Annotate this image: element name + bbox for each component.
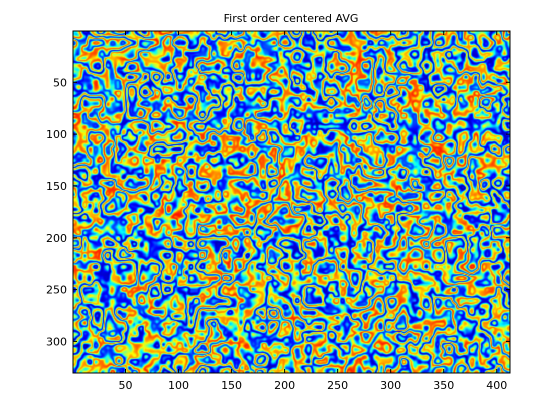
y-tick-label: 50 [53, 76, 67, 89]
y-tick-label: 200 [46, 232, 67, 245]
heatmap-image-container [73, 31, 510, 373]
x-tick-label: 100 [168, 379, 189, 392]
y-axis: 50 100 150 200 250 300 [46, 76, 510, 348]
x-tick-label: 400 [486, 379, 507, 392]
y-tick-label: 300 [46, 335, 67, 348]
x-tick-label: 150 [221, 379, 242, 392]
chart-title: First order centered AVG [224, 12, 359, 25]
x-tick-label: 300 [380, 379, 401, 392]
heatmap-plot [73, 31, 510, 373]
x-axis: 50 100 150 200 250 300 350 400 [119, 31, 507, 392]
heatmap-image [73, 31, 510, 373]
x-tick-label: 200 [274, 379, 295, 392]
y-tick-label: 100 [46, 128, 67, 141]
axes-frame [72, 30, 511, 374]
x-tick-label: 350 [433, 379, 454, 392]
y-tick-label: 150 [46, 180, 67, 193]
x-tick-label: 50 [119, 379, 133, 392]
y-tick-label: 250 [46, 284, 67, 297]
x-tick-label: 250 [327, 379, 348, 392]
